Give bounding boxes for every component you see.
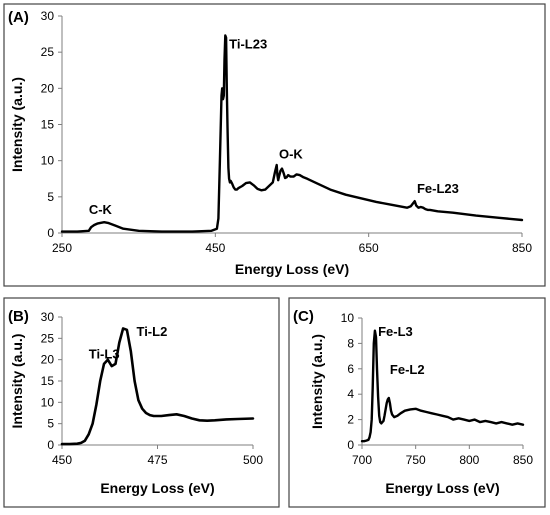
panel-c: 0 2 4 6 8 10 700 750 800 850 Energy Loss (eV) Inten… [288, 297, 546, 508]
panel-label: (A) [8, 9, 29, 26]
y-axis-title: Intensity (a.u.) [309, 334, 325, 429]
y-tick-label: 4 [347, 387, 354, 401]
y-tick-label: 10 [41, 154, 55, 168]
peak-annotation: C-K [89, 202, 113, 217]
y-tick-label: 15 [41, 118, 55, 132]
spectrum-line [60, 34, 524, 233]
y-tick-label: 15 [41, 374, 55, 388]
peak-annotation: Ti-L2 [136, 324, 167, 339]
x-tick-label: 500 [243, 453, 263, 467]
peak-annotation: Ti-L23 [229, 37, 267, 52]
y-tick-label: 20 [41, 353, 55, 367]
y-tick-label: 8 [347, 336, 354, 350]
x-tick-label: 800 [459, 453, 479, 467]
y-tick-label: 10 [341, 311, 355, 325]
y-tick-label: 0 [47, 438, 54, 452]
peak-annotation: Fe-L2 [390, 362, 425, 377]
y-tick-label: 10 [41, 395, 55, 409]
panel-frame [288, 297, 546, 508]
x-axis-title: Energy Loss (eV) [235, 261, 349, 277]
y-tick-label: 6 [347, 362, 354, 376]
peak-annotation: O-K [279, 146, 303, 161]
panel-label: (C) [293, 308, 314, 325]
y-tick-label: 2 [347, 413, 354, 427]
x-tick-label: 450 [205, 241, 225, 255]
x-tick-label: 650 [359, 241, 379, 255]
peak-annotation: Fe-L3 [378, 324, 413, 339]
spectrum-line [60, 327, 255, 446]
spectrum-line [360, 329, 525, 443]
y-tick-label: 20 [41, 81, 55, 95]
peak-annotation: Ti-L3 [89, 346, 120, 361]
x-tick-label: 475 [147, 453, 167, 467]
panel-frame [3, 3, 546, 287]
y-tick-label: 5 [47, 190, 54, 204]
y-tick-label: 0 [47, 226, 54, 240]
panel-a: 0 5 10 15 20 25 30 250 450 650 850 Energy Loss (eV)… [3, 3, 546, 287]
x-tick-label: 850 [513, 453, 533, 467]
x-axis-title: Energy Loss (eV) [385, 480, 499, 496]
y-tick-label: 30 [41, 9, 55, 23]
panel-b: 0 5 10 15 20 25 30 450 475 500 Energy Loss (eV) Int… [3, 297, 280, 508]
x-tick-label: 450 [52, 453, 72, 467]
x-tick-label: 250 [52, 241, 72, 255]
x-tick-label: 700 [352, 453, 372, 467]
panel-frame [3, 297, 280, 508]
x-tick-label: 750 [406, 453, 426, 467]
y-tick-label: 5 [47, 417, 54, 431]
y-tick-label: 30 [41, 310, 55, 324]
y-tick-label: 25 [41, 45, 55, 59]
x-axis-title: Energy Loss (eV) [100, 480, 214, 496]
panel-label: (B) [8, 308, 29, 325]
y-tick-label: 0 [347, 438, 354, 452]
x-tick-label: 850 [512, 241, 532, 255]
y-axis-title: Intensity (a.u.) [9, 77, 25, 172]
y-axis-title: Intensity (a.u.) [9, 334, 25, 429]
peak-annotation: Fe-L23 [417, 181, 459, 196]
y-tick-label: 25 [41, 331, 55, 345]
